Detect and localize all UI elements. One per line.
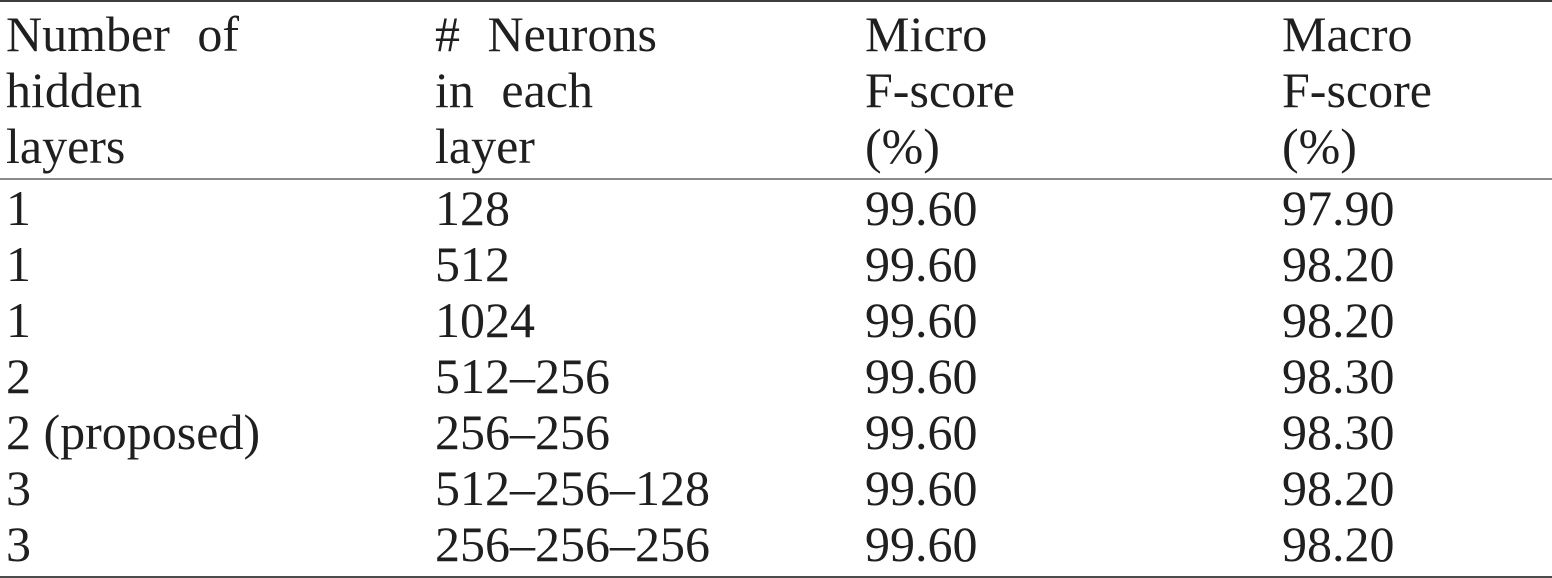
cell-hidden-layers: 3: [6, 516, 31, 572]
cell-macro-fscore: 98.20: [1282, 236, 1395, 292]
cell-hidden-layers: 1: [6, 180, 31, 236]
cell-hidden-layers: 1: [6, 292, 31, 348]
header-line: layers: [6, 118, 126, 174]
table-row: 2 512–256 99.60 98.30: [6, 348, 1552, 404]
header-line: # Neurons: [435, 6, 657, 62]
header-line: Micro: [865, 6, 988, 62]
cell-macro-fscore: 98.30: [1282, 404, 1395, 460]
table-row: 1 128 99.60 97.90: [6, 180, 1552, 236]
cell-macro-fscore: 98.20: [1282, 292, 1395, 348]
cell-micro-fscore: 99.60: [865, 460, 978, 516]
cell-macro-fscore: 97.90: [1282, 180, 1395, 236]
table-row: 1 1024 99.60 98.20: [6, 292, 1552, 348]
table-row: 1 512 99.60 98.20: [6, 236, 1552, 292]
cell-neurons: 512: [435, 236, 510, 292]
cell-hidden-layers: 2 (proposed): [6, 404, 261, 460]
header-line: (%): [1282, 118, 1357, 174]
cell-hidden-layers: 2: [6, 348, 31, 404]
header-line: F-score: [865, 62, 1015, 118]
table-body: 1 128 99.60 97.90 1 512 99.60 98.20 1 10…: [0, 180, 1552, 572]
table-row: 3 256–256–256 99.60 98.20: [6, 516, 1552, 572]
cell-neurons: 512–256–128: [435, 460, 710, 516]
table-header-row: Number of hidden layers # Neurons in eac…: [0, 2, 1552, 180]
header-line: hidden: [6, 62, 143, 118]
cell-neurons: 256–256–256: [435, 516, 710, 572]
cell-neurons: 512–256: [435, 348, 610, 404]
cell-macro-fscore: 98.20: [1282, 516, 1395, 572]
cell-micro-fscore: 99.60: [865, 292, 978, 348]
header-line: Macro: [1282, 6, 1413, 62]
cell-macro-fscore: 98.30: [1282, 348, 1395, 404]
table-row: 3 512–256–128 99.60 98.20: [6, 460, 1552, 516]
header-line: F-score: [1282, 62, 1432, 118]
table-row: 2 (proposed) 256–256 99.60 98.30: [6, 404, 1552, 460]
cell-macro-fscore: 98.20: [1282, 460, 1395, 516]
header-cell-neurons-per-layer: # Neurons in each layer: [435, 6, 865, 178]
cell-neurons: 128: [435, 180, 510, 236]
cell-neurons: 256–256: [435, 404, 610, 460]
cell-micro-fscore: 99.60: [865, 516, 978, 572]
cell-micro-fscore: 99.60: [865, 180, 978, 236]
cell-neurons: 1024: [435, 292, 535, 348]
header-cell-hidden-layers: Number of hidden layers: [6, 6, 435, 178]
header-line: in each: [435, 62, 593, 118]
header-line: layer: [435, 118, 535, 174]
cell-micro-fscore: 99.60: [865, 348, 978, 404]
header-line: (%): [865, 118, 940, 174]
cell-micro-fscore: 99.60: [865, 236, 978, 292]
header-cell-macro-fscore: Macro F-score (%): [1282, 6, 1552, 178]
cell-micro-fscore: 99.60: [865, 404, 978, 460]
header-line: Number of: [6, 6, 239, 62]
cell-hidden-layers: 3: [6, 460, 31, 516]
header-cell-micro-fscore: Micro F-score (%): [865, 6, 1282, 178]
cell-hidden-layers: 1: [6, 236, 31, 292]
